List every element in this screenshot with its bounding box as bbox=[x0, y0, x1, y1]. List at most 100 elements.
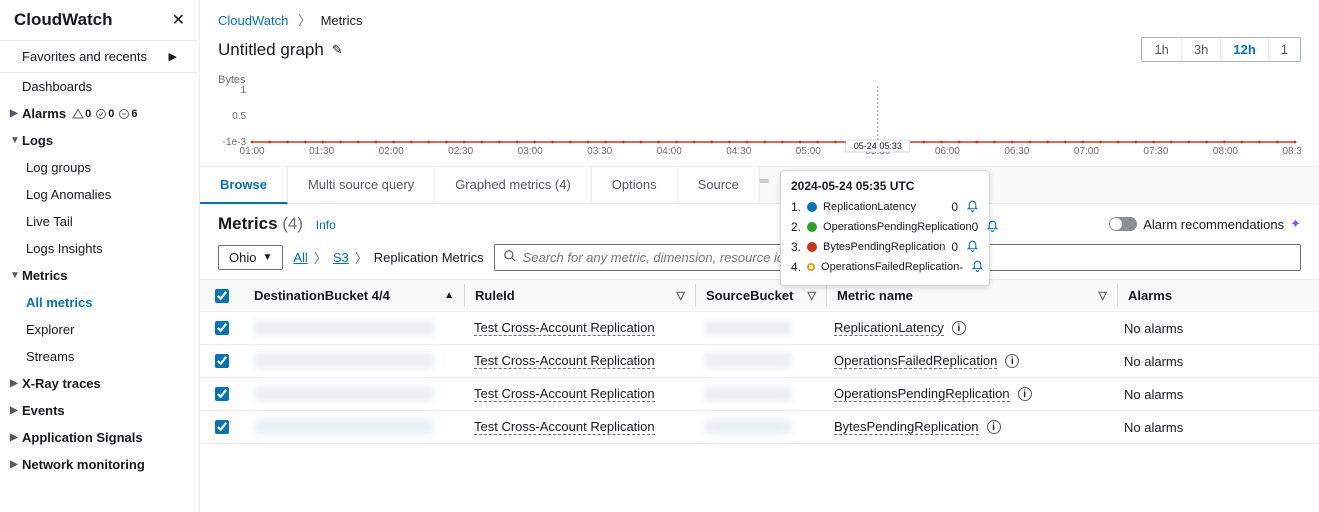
sidebar-item-alarms[interactable]: ▶Alarms006 bbox=[0, 100, 199, 127]
region-selector[interactable]: Ohio ▼ bbox=[218, 245, 283, 270]
time-range-selector: 1h3h12h1 bbox=[1141, 37, 1301, 62]
graph-title[interactable]: Untitled graph bbox=[218, 40, 324, 60]
sidebar-item-explorer[interactable]: Explorer bbox=[0, 316, 199, 343]
tooltip-row: 3.BytesPendingReplication0 bbox=[791, 237, 979, 257]
table-row[interactable]: Test Cross-Account Replication Replicatio… bbox=[200, 312, 1319, 345]
favorites-label: Favorites and recents bbox=[22, 49, 147, 64]
nav-label: Alarms bbox=[22, 106, 66, 121]
destination-bucket bbox=[254, 354, 434, 368]
edit-icon[interactable]: ✎ bbox=[332, 42, 343, 58]
rule-id[interactable]: Test Cross-Account Replication bbox=[474, 386, 655, 402]
sidebar-item-log-anomalies[interactable]: Log Anomalies bbox=[0, 181, 199, 208]
sidebar-item-events[interactable]: ▶Events bbox=[0, 397, 199, 424]
alarm-recommendations[interactable]: Alarm recommendations ✦ bbox=[1109, 216, 1301, 232]
sidebar-item-application-signals[interactable]: ▶Application Signals bbox=[0, 424, 199, 451]
time-range-12h[interactable]: 12h bbox=[1221, 38, 1268, 61]
info-icon[interactable]: i bbox=[987, 420, 1001, 434]
sidebar-item-all-metrics[interactable]: All metrics bbox=[0, 289, 199, 316]
tab-graphed[interactable]: Graphed metrics (4) bbox=[435, 167, 592, 203]
nav-label: Metrics bbox=[22, 268, 68, 283]
svg-text:05-24 05:33: 05-24 05:33 bbox=[854, 141, 902, 151]
sidebar-item-logs-insights[interactable]: Logs Insights bbox=[0, 235, 199, 262]
tab-source[interactable]: Source bbox=[678, 167, 760, 203]
sidebar-item-logs[interactable]: ▼Logs bbox=[0, 127, 199, 154]
col-rule[interactable]: RuleId▽ bbox=[465, 280, 695, 311]
metrics-table: DestinationBucket 4/4▲ RuleId▽ SourceBuc… bbox=[200, 279, 1319, 444]
metric-name[interactable]: OperationsFailedReplication bbox=[834, 353, 997, 369]
sidebar-item-metrics[interactable]: ▼Metrics bbox=[0, 262, 199, 289]
tooltip-row: 2.OperationsPendingReplication0 bbox=[791, 217, 979, 237]
info-link[interactable]: Info bbox=[316, 218, 336, 232]
filter-icon[interactable]: ▽ bbox=[677, 289, 685, 302]
bell-icon[interactable] bbox=[971, 259, 984, 275]
series-dot-icon bbox=[807, 263, 815, 271]
filter-crumb[interactable]: All bbox=[293, 250, 307, 265]
table-row[interactable]: Test Cross-Account Replication Operations… bbox=[200, 378, 1319, 411]
info-icon[interactable]: i bbox=[1005, 354, 1019, 368]
sidebar-favorites[interactable]: Favorites and recents ▶ bbox=[0, 41, 199, 73]
alarm-badges: 006 bbox=[72, 108, 137, 120]
series-dot-icon bbox=[807, 242, 817, 252]
sidebar-item-log-groups[interactable]: Log groups bbox=[0, 154, 199, 181]
metric-name[interactable]: BytesPendingReplication bbox=[834, 419, 979, 435]
tab-browse[interactable]: Browse bbox=[200, 167, 288, 204]
rule-id[interactable]: Test Cross-Account Replication bbox=[474, 419, 655, 435]
bell-icon[interactable] bbox=[966, 199, 979, 215]
svg-text:08:00: 08:00 bbox=[1213, 146, 1238, 156]
metric-name[interactable]: OperationsPendingReplication bbox=[834, 386, 1010, 402]
rule-id[interactable]: Test Cross-Account Replication bbox=[474, 320, 655, 336]
chart[interactable]: 10.5-1e-301:0001:3002:0002:3003:0003:300… bbox=[218, 86, 1301, 166]
svg-text:1: 1 bbox=[241, 86, 247, 96]
svg-text:02:00: 02:00 bbox=[379, 146, 404, 156]
drag-handle-icon[interactable]: ═ bbox=[760, 173, 769, 188]
nav-label: Network monitoring bbox=[22, 457, 145, 472]
select-all-checkbox[interactable] bbox=[215, 289, 229, 303]
tab-multi[interactable]: Multi source query bbox=[288, 167, 435, 203]
svg-text:07:00: 07:00 bbox=[1074, 146, 1099, 156]
row-checkbox[interactable] bbox=[215, 387, 229, 401]
svg-text:06:30: 06:30 bbox=[1004, 146, 1029, 156]
sparkle-icon: ✦ bbox=[1290, 216, 1301, 232]
sidebar-item-x-ray-traces[interactable]: ▶X-Ray traces bbox=[0, 370, 199, 397]
series-dot-icon bbox=[807, 202, 817, 212]
row-checkbox[interactable] bbox=[215, 321, 229, 335]
close-icon[interactable]: ✕ bbox=[172, 10, 185, 30]
info-icon[interactable]: i bbox=[952, 321, 966, 335]
breadcrumb-root[interactable]: CloudWatch bbox=[218, 13, 288, 28]
filter-icon[interactable]: ▽ bbox=[808, 289, 816, 302]
caret-icon: ▶ bbox=[10, 405, 20, 416]
row-checkbox[interactable] bbox=[215, 354, 229, 368]
row-checkbox[interactable] bbox=[215, 420, 229, 434]
tooltip-row: 1.ReplicationLatency0 bbox=[791, 197, 979, 217]
chevron-down-icon: ▼ bbox=[262, 252, 272, 263]
tabs: BrowseMulti source queryGraphed metrics … bbox=[200, 166, 1319, 204]
filter-crumb[interactable]: S3 bbox=[333, 250, 349, 265]
sidebar-item-network-monitoring[interactable]: ▶Network monitoring bbox=[0, 451, 199, 478]
bell-icon[interactable] bbox=[986, 219, 999, 235]
metric-name[interactable]: ReplicationLatency bbox=[834, 320, 944, 336]
filter-icon[interactable]: ▽ bbox=[1099, 289, 1107, 302]
sidebar-item-dashboards[interactable]: Dashboards bbox=[0, 73, 199, 100]
time-range-1h[interactable]: 1h bbox=[1142, 38, 1181, 61]
svg-text:0.5: 0.5 bbox=[232, 111, 246, 122]
chevron-right-icon: ▶ bbox=[169, 50, 177, 63]
tab-options[interactable]: Options bbox=[592, 167, 678, 203]
alarm-status: No alarms bbox=[1124, 354, 1183, 369]
svg-text:07:30: 07:30 bbox=[1143, 146, 1168, 156]
rule-id[interactable]: Test Cross-Account Replication bbox=[474, 353, 655, 369]
table-row[interactable]: Test Cross-Account Replication Operations… bbox=[200, 345, 1319, 378]
toggle-icon[interactable] bbox=[1109, 217, 1137, 231]
nav-label: Events bbox=[22, 403, 65, 418]
time-range-3h[interactable]: 3h bbox=[1182, 38, 1221, 61]
table-row[interactable]: Test Cross-Account Replication BytesPendi… bbox=[200, 411, 1319, 444]
region-label: Ohio bbox=[229, 250, 256, 265]
info-icon[interactable]: i bbox=[1018, 387, 1032, 401]
sidebar-item-streams[interactable]: Streams bbox=[0, 343, 199, 370]
time-range-1[interactable]: 1 bbox=[1269, 38, 1300, 61]
bell-icon[interactable] bbox=[966, 239, 979, 255]
col-alarm[interactable]: Alarms bbox=[1118, 280, 1319, 311]
svg-text:05:00: 05:00 bbox=[796, 146, 821, 156]
col-destination[interactable]: DestinationBucket 4/4▲ bbox=[244, 280, 464, 311]
sidebar-item-live-tail[interactable]: Live Tail bbox=[0, 208, 199, 235]
destination-bucket bbox=[254, 321, 434, 335]
